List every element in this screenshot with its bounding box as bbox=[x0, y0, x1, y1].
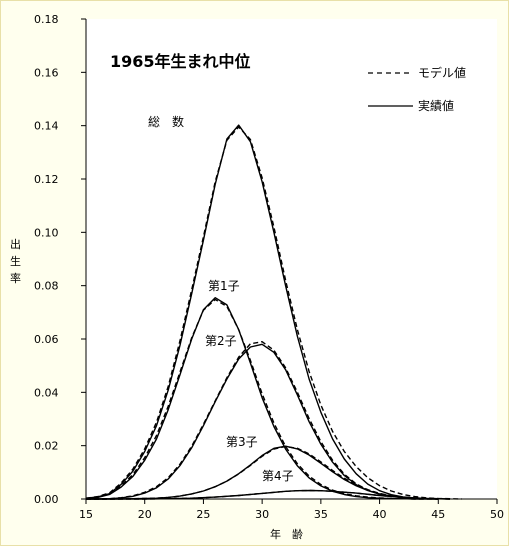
y-tick-label: 0.02 bbox=[34, 440, 59, 453]
series-line-9-model bbox=[86, 489, 451, 500]
series-line-3-model bbox=[85, 298, 439, 500]
y-tick-label: 0.06 bbox=[34, 333, 59, 346]
x-tick-label: 15 bbox=[79, 508, 93, 521]
series-line-7-model bbox=[86, 445, 439, 500]
y-tick-label: 0.14 bbox=[34, 120, 59, 133]
series-layer bbox=[85, 124, 462, 500]
y-tick-label: 0.10 bbox=[34, 226, 59, 239]
y-axis-label-3: 率 bbox=[10, 271, 21, 285]
y-tick-label: 0.04 bbox=[34, 386, 59, 399]
chart-title: 1965年生まれ中位 bbox=[110, 52, 251, 71]
series-label-total: 総 数 bbox=[148, 114, 184, 129]
legend-label-actual: 実績値 bbox=[418, 98, 454, 113]
plot-background bbox=[86, 19, 497, 499]
x-tick-label: 30 bbox=[255, 508, 269, 521]
legend: モデル値 実績値 bbox=[368, 65, 466, 113]
series-label-third-child: 第3子 bbox=[226, 435, 258, 449]
x-tick-label: 20 bbox=[138, 508, 152, 521]
x-tick-label: 45 bbox=[431, 508, 445, 521]
series-line-0-actual bbox=[85, 124, 451, 500]
y-tick-label: 0.18 bbox=[34, 13, 59, 26]
y-tick-label: 0.08 bbox=[34, 280, 59, 293]
y-axis-label-1: 出 bbox=[10, 237, 21, 251]
y-tick-label: 0.16 bbox=[34, 66, 59, 79]
x-axis-label: 年 齢 bbox=[270, 527, 303, 541]
y-tick-label: 0.00 bbox=[34, 493, 59, 506]
series-line-5-model bbox=[86, 341, 439, 500]
series-label-first-child: 第1子 bbox=[208, 279, 240, 293]
series-line-1-model bbox=[85, 126, 462, 500]
x-tick-label: 35 bbox=[314, 508, 328, 521]
plot-area bbox=[86, 19, 497, 499]
x-tick-label: 40 bbox=[373, 508, 387, 521]
y-axis-label-2: 生 bbox=[10, 254, 21, 268]
y-tick-label: 0.12 bbox=[34, 173, 59, 186]
x-tick-label: 25 bbox=[196, 508, 210, 521]
series-label-second-child: 第2子 bbox=[205, 334, 237, 348]
series-label-fourth-child: 第4子 bbox=[262, 469, 294, 483]
legend-label-model: モデル値 bbox=[418, 65, 466, 80]
x-tick-label: 50 bbox=[490, 508, 504, 521]
